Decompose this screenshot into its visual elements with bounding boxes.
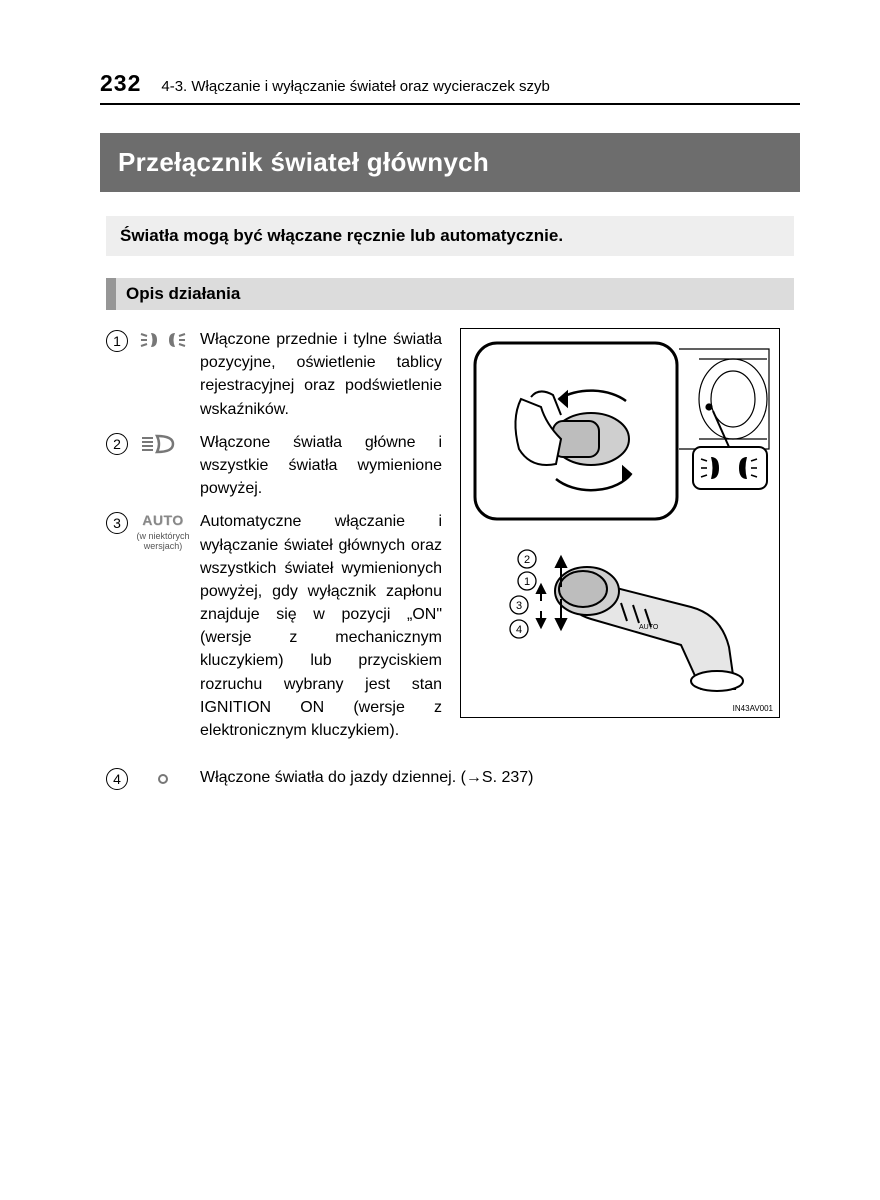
list-item: 2 Włączone światła główne i wszystkie św… <box>106 431 442 501</box>
item-number: 3 <box>106 512 128 534</box>
list-item: 4 Włączone światła do jazdy dziennej. (→… <box>106 766 794 790</box>
subsection-header: Opis działania <box>106 278 794 310</box>
figure-svg: AUTO <box>461 329 779 717</box>
section-path: 4-3. Włączanie i wyłączanie świateł oraz… <box>161 78 549 95</box>
item-description: Włączone światła do jazdy dziennej. (→S.… <box>200 766 534 789</box>
intro-box: Światła mogą być włączane ręcznie lub au… <box>106 216 794 256</box>
subsection-title: Opis działania <box>116 278 794 310</box>
item-description: Włączone przednie i tylne światła pozycy… <box>200 328 442 421</box>
auto-sublabel: (w niektórych wersjach) <box>134 532 192 552</box>
page-header: 232 4-3. Włączanie i wyłączanie świateł … <box>100 70 800 105</box>
item-number: 1 <box>106 330 128 352</box>
drl-off-icon <box>134 766 192 784</box>
headlights-icon <box>134 431 192 455</box>
description-column: 1 Włączone przednie i tylne światła pozy… <box>106 328 442 752</box>
figure: AUTO <box>460 328 780 718</box>
svg-text:3: 3 <box>516 600 522 612</box>
page-title: Przełącznik świateł głównych <box>100 133 800 192</box>
list-item: 3 AUTO (w niektórych wersjach) Automatyc… <box>106 510 442 742</box>
figure-code: IN43AV001 <box>733 704 773 713</box>
subsection-accent <box>106 278 116 310</box>
svg-text:AUTO: AUTO <box>639 624 659 631</box>
svg-text:2: 2 <box>524 554 530 566</box>
svg-text:4: 4 <box>516 624 522 636</box>
item-number: 4 <box>106 768 128 790</box>
parking-lights-icon <box>134 328 192 350</box>
page-number: 232 <box>100 70 141 97</box>
svg-text:1: 1 <box>524 576 530 588</box>
auto-icon: AUTO (w niektórych wersjach) <box>134 510 192 552</box>
auto-label: AUTO <box>142 512 183 528</box>
item-number: 2 <box>106 433 128 455</box>
list-item: 1 Włączone przednie i tylne światła pozy… <box>106 328 442 421</box>
item-description: Automatyczne włączanie i wyłączanie świa… <box>200 510 442 742</box>
item-description: Włączone światła główne i wszystkie świa… <box>200 431 442 501</box>
